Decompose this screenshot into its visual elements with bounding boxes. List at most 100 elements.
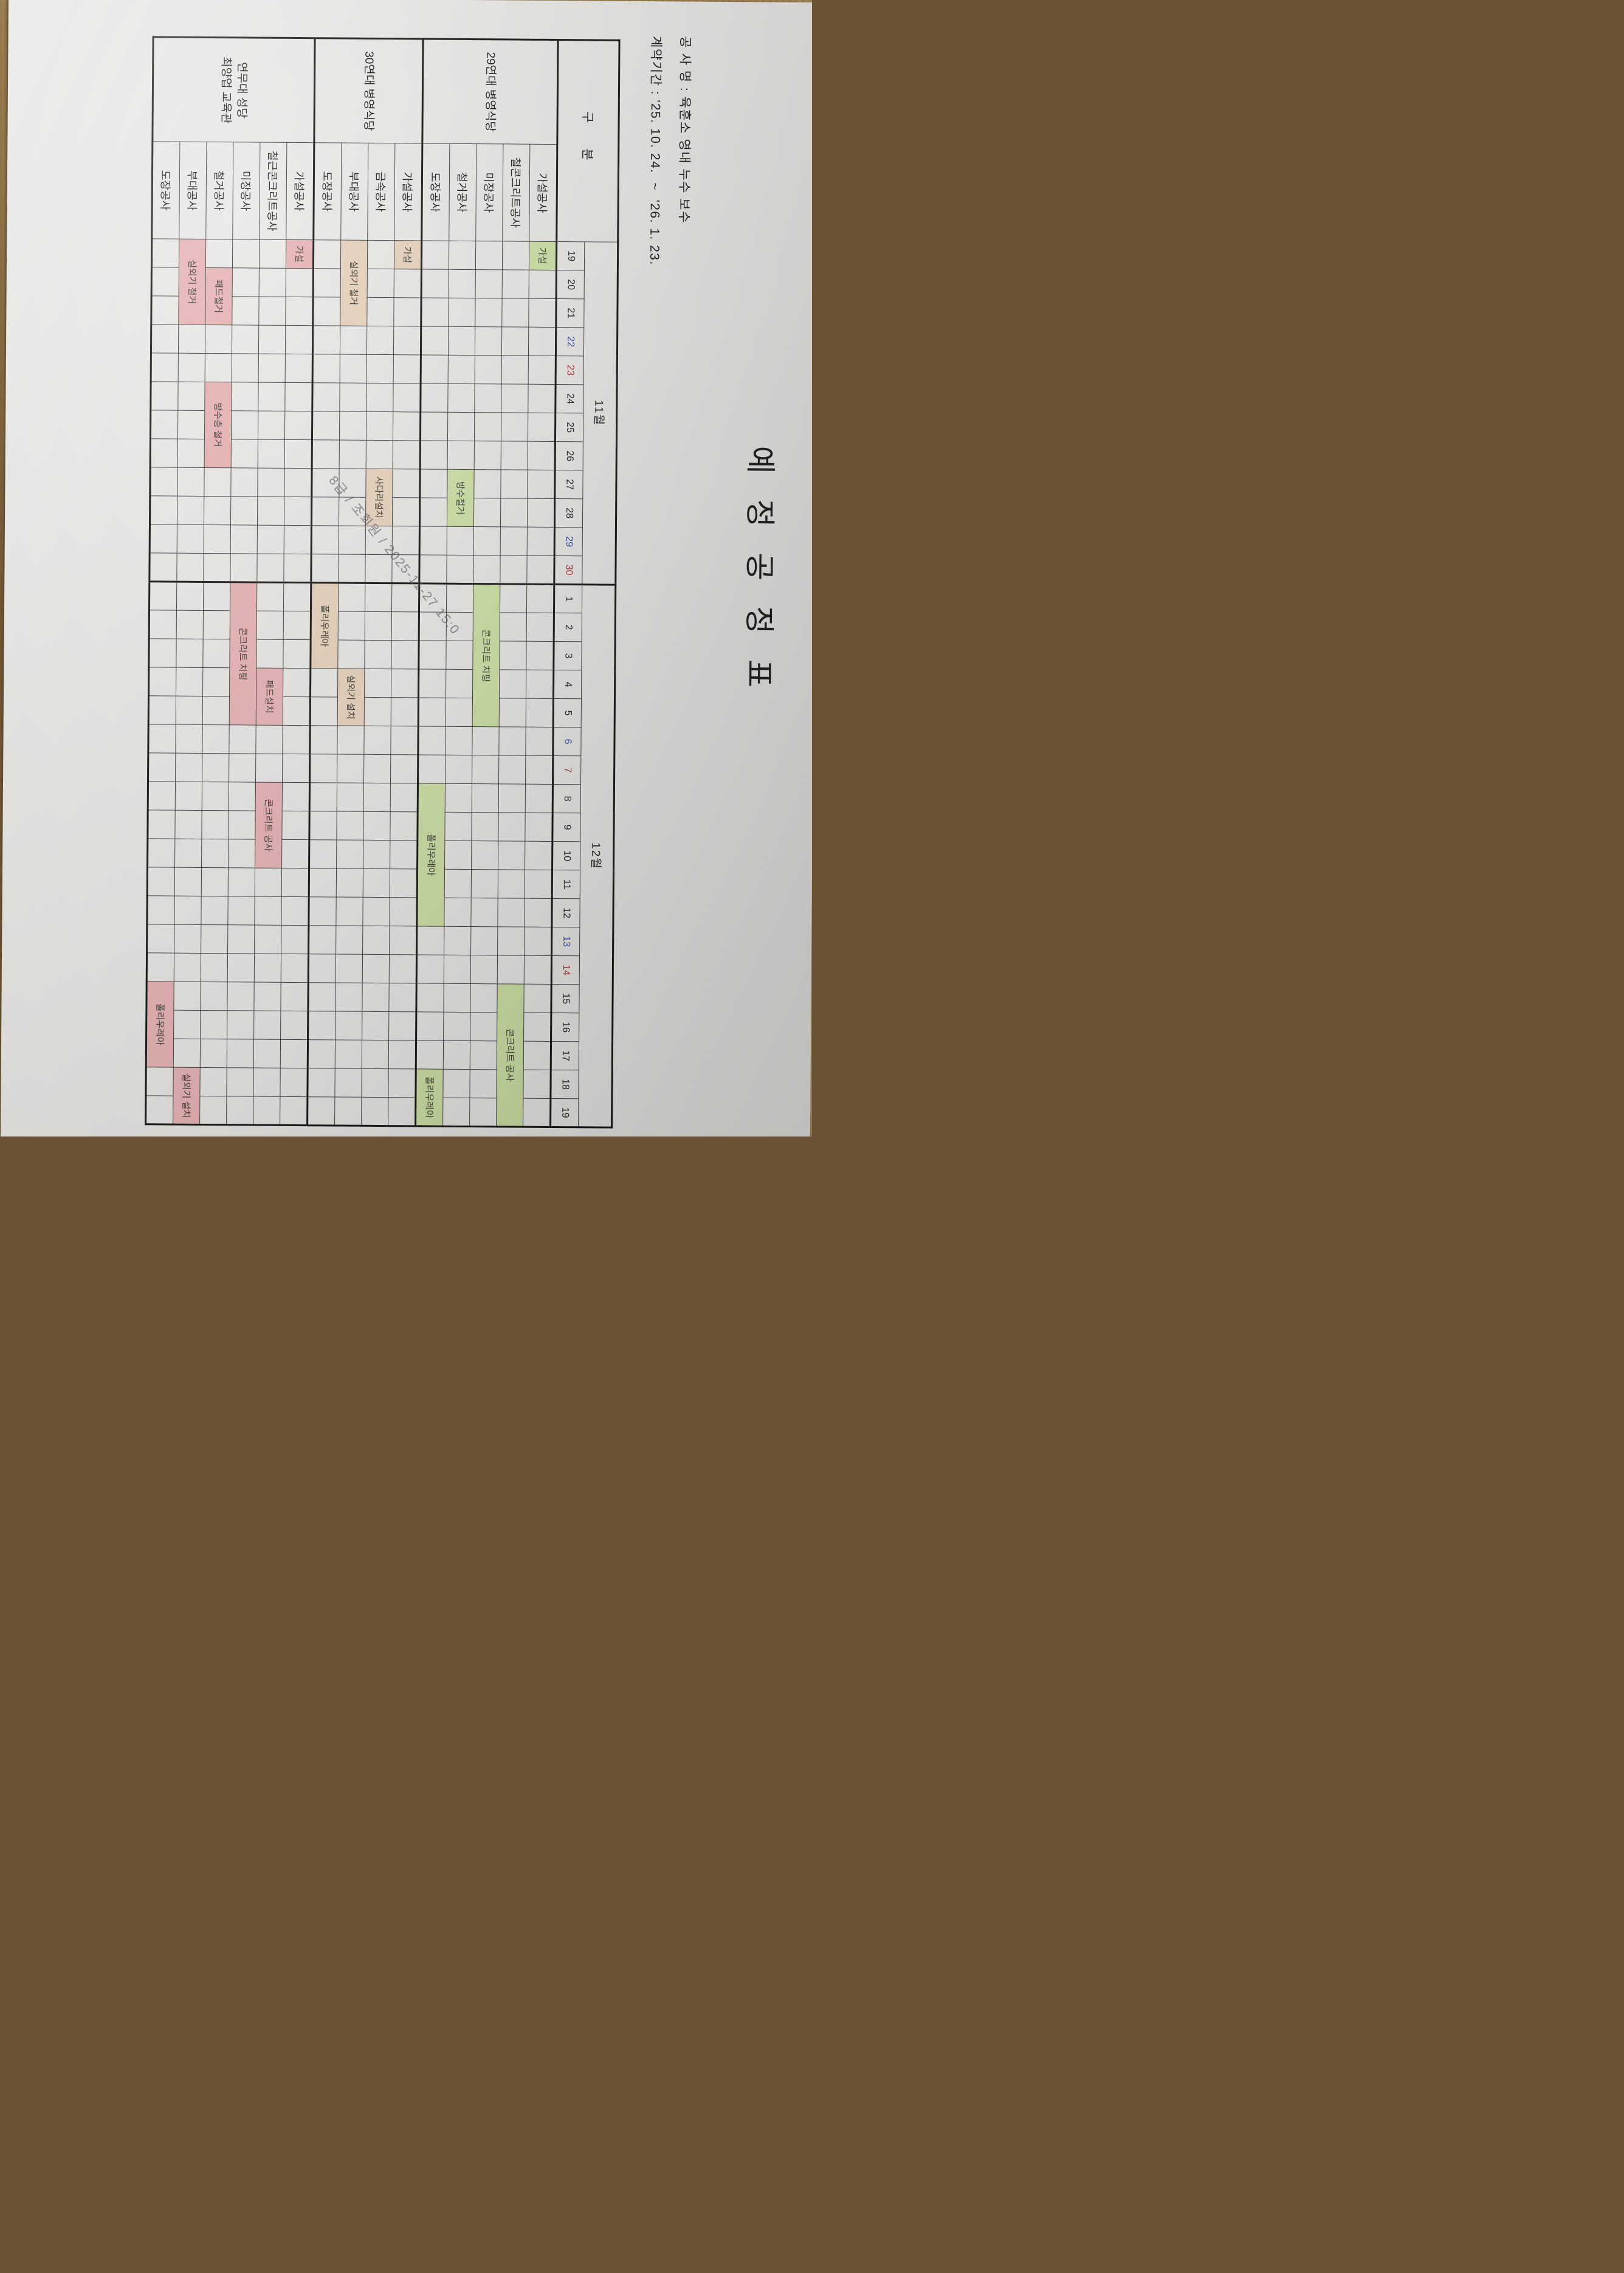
- day-header-cell: 19: [556, 241, 585, 270]
- empty-day-cell: [497, 926, 525, 956]
- empty-day-cell: [419, 554, 447, 584]
- empty-day-cell: [335, 897, 363, 926]
- empty-day-cell: [232, 239, 260, 269]
- empty-day-cell: [339, 383, 367, 412]
- empty-day-cell: [285, 325, 313, 354]
- day-header-cell: 7: [552, 755, 581, 785]
- project-name-line: 공 사 명 : 육훈소 영내 누수 보수: [676, 36, 692, 224]
- empty-day-cell: [253, 1096, 280, 1126]
- empty-day-cell: [284, 411, 312, 440]
- empty-day-cell: [308, 954, 336, 983]
- day-header-cell: 1: [554, 584, 582, 613]
- empty-day-cell: [366, 411, 393, 441]
- empty-day-cell: [308, 1039, 335, 1068]
- empty-day-cell: [528, 356, 556, 385]
- empty-day-cell: [148, 781, 176, 811]
- empty-day-cell: [231, 410, 258, 440]
- empty-day-cell: [176, 582, 204, 611]
- empty-day-cell: [280, 982, 309, 1011]
- empty-day-cell: [228, 839, 255, 868]
- empty-day-cell: [257, 468, 285, 497]
- empty-day-cell: [473, 555, 501, 584]
- empty-day-cell: [527, 470, 556, 499]
- empty-day-cell: [364, 640, 392, 669]
- empty-day-cell: [173, 1010, 201, 1039]
- empty-day-cell: [391, 640, 419, 669]
- empty-day-cell: [475, 355, 502, 384]
- empty-day-cell: [498, 726, 526, 756]
- empty-day-cell: [204, 467, 232, 497]
- empty-day-cell: [528, 298, 557, 328]
- empty-day-cell: [284, 525, 312, 554]
- empty-day-cell: [150, 524, 177, 554]
- empty-day-cell: [258, 382, 286, 411]
- gantt-bar-cell: 가설: [394, 240, 422, 269]
- empty-day-cell: [470, 955, 498, 984]
- empty-day-cell: [203, 582, 230, 611]
- empty-day-cell: [391, 554, 420, 583]
- empty-day-cell: [309, 839, 337, 869]
- empty-day-cell: [418, 726, 446, 755]
- empty-day-cell: [526, 698, 554, 727]
- empty-day-cell: [151, 295, 179, 325]
- worktype-label-cell: 부대공사: [340, 143, 368, 241]
- empty-day-cell: [500, 612, 527, 642]
- empty-day-cell: [312, 382, 340, 412]
- empty-day-cell: [311, 525, 339, 555]
- empty-day-cell: [229, 724, 256, 754]
- empty-day-cell: [177, 524, 204, 554]
- empty-day-cell: [256, 639, 284, 669]
- empty-day-cell: [475, 241, 503, 270]
- empty-day-cell: [253, 1011, 281, 1040]
- empty-day-cell: [257, 525, 284, 554]
- empty-day-cell: [340, 354, 367, 383]
- empty-day-cell: [174, 810, 202, 839]
- empty-day-cell: [393, 411, 421, 441]
- empty-day-cell: [338, 583, 365, 612]
- empty-day-cell: [175, 753, 202, 782]
- empty-day-cell: [474, 412, 501, 441]
- day-header-cell: 27: [554, 470, 583, 499]
- empty-day-cell: [228, 810, 256, 840]
- empty-day-cell: [203, 553, 231, 582]
- empty-day-cell: [501, 298, 529, 328]
- empty-day-cell: [447, 383, 475, 413]
- empty-day-cell: [312, 439, 340, 469]
- empty-day-cell: [284, 382, 313, 411]
- empty-day-cell: [362, 954, 390, 983]
- empty-day-cell: [388, 983, 417, 1012]
- day-header-cell: 14: [551, 955, 580, 985]
- gantt-bar-cell: 실외기 설치: [337, 669, 365, 726]
- empty-day-cell: [151, 352, 179, 382]
- empty-day-cell: [230, 496, 258, 526]
- gantt-bar-cell: 콘크리트 공사: [255, 782, 283, 868]
- worktype-label-cell: 가설공사: [529, 144, 557, 242]
- day-header-cell: 5: [553, 698, 582, 727]
- empty-day-cell: [203, 610, 230, 639]
- empty-day-cell: [497, 955, 525, 985]
- empty-day-cell: [449, 241, 476, 270]
- empty-day-cell: [335, 1039, 362, 1069]
- empty-day-cell: [150, 495, 177, 525]
- empty-day-cell: [526, 613, 554, 642]
- empty-day-cell: [418, 697, 446, 727]
- empty-day-cell: [254, 954, 281, 983]
- empty-day-cell: [394, 269, 422, 298]
- empty-day-cell: [471, 841, 498, 870]
- empty-day-cell: [416, 1011, 444, 1041]
- empty-day-cell: [390, 754, 418, 783]
- worktype-label-cell: 부대공사: [179, 142, 207, 239]
- empty-day-cell: [362, 1040, 389, 1069]
- empty-day-cell: [391, 583, 419, 612]
- empty-day-cell: [363, 868, 390, 898]
- empty-day-cell: [365, 554, 393, 583]
- empty-day-cell: [175, 724, 203, 754]
- empty-day-cell: [501, 383, 529, 413]
- empty-day-cell: [255, 754, 283, 783]
- empty-day-cell: [151, 238, 179, 268]
- empty-day-cell: [528, 327, 556, 356]
- empty-day-cell: [201, 896, 229, 925]
- worktype-label-cell: 도장공사: [421, 143, 450, 241]
- empty-day-cell: [258, 439, 285, 469]
- empty-day-cell: [447, 412, 475, 441]
